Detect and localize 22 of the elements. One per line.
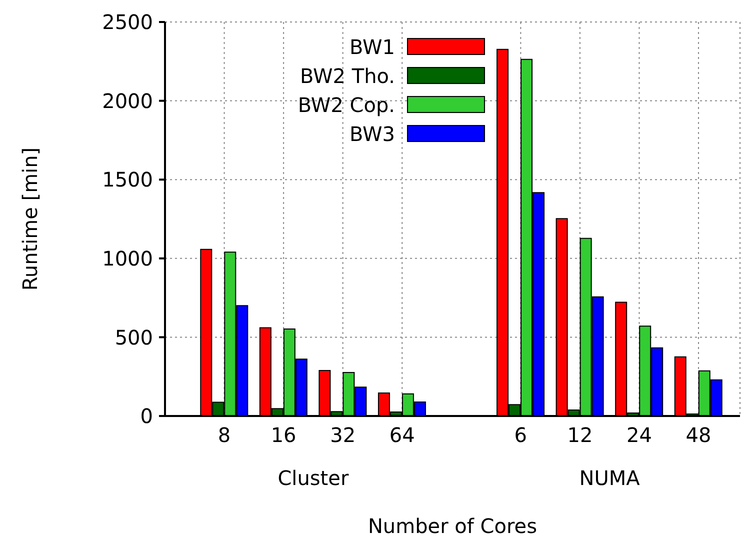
x-tick-label: 48 [686,423,712,448]
x-axis-title: Number of Cores [366,514,538,538]
x-tick-label: 24 [626,423,652,448]
legend-label: BW2 Cop. [296,92,395,116]
x-tick-label: 6 [514,423,528,448]
x-tick-label: 8 [218,423,231,448]
y-tick-label: 1000 [102,246,153,270]
text: Cluster [276,466,350,490]
y-tick-label: 1500 [102,168,153,192]
y-axis-title: Runtime [min] [18,146,42,293]
y-tick-label: 2500 [102,10,153,34]
text: NUMA [578,466,641,490]
y-tick-label: 2000 [102,88,153,113]
legend-label: BW2 Tho. [299,64,395,88]
legend-label: BW1 [348,34,395,58]
y-tick-label: 0 [140,404,153,428]
x-tick-label: 16 [270,423,296,448]
y-tick-label: 500 [114,325,153,350]
x-tick-label: 32 [330,423,356,448]
x-tick-label: 64 [389,423,415,448]
legend-label: BW3 [348,122,395,146]
x-tick-label: 12 [567,423,593,448]
